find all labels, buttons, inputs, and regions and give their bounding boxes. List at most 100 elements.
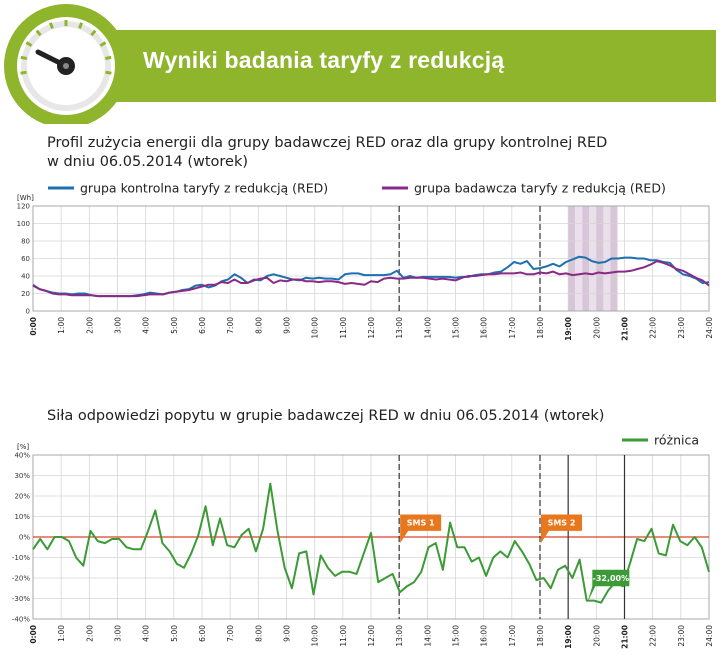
y-tick-label: 0% <box>19 534 30 542</box>
gauge-tick <box>78 22 83 29</box>
x-tick-label: 6:00 <box>198 317 207 334</box>
x-tick-label: 9:00 <box>283 625 292 642</box>
x-tick-label: 18:00 <box>536 317 545 339</box>
plot-frame <box>32 205 710 312</box>
sms-callout-shape <box>541 514 582 543</box>
series-line-1 <box>32 255 710 298</box>
x-tick-label: 13:00 <box>395 625 404 647</box>
chart1-title: Profil zużycia energii dla grupy badawcz… <box>47 135 608 170</box>
sms-callout: SMS 2 <box>541 514 582 543</box>
x-tick-label: 13:00 <box>395 317 404 339</box>
gauge-tick <box>20 55 27 60</box>
x-tick-label: 0:00 <box>29 317 38 336</box>
x-tick-label: 8:00 <box>254 317 263 334</box>
gauge-icon <box>4 4 128 124</box>
x-tick-label: 23:00 <box>677 625 686 647</box>
y-tick-label: 120 <box>17 203 30 211</box>
gauge-tick <box>90 29 97 37</box>
y-axis-label: [Wh] <box>17 194 34 202</box>
x-tick-label: 14:00 <box>423 625 432 647</box>
gauge-tick <box>49 22 54 29</box>
sms-callout: SMS 1 <box>400 514 442 543</box>
x-tick-label: 15:00 <box>452 625 461 647</box>
chart2-title: Siła odpowiedzi popytu w grupie badawcze… <box>47 408 605 424</box>
gauge-tick <box>99 41 107 47</box>
x-tick-label: 6:00 <box>198 625 207 642</box>
legend-label-1: grupa kontrolna taryfy z redukcją (RED) <box>80 181 328 196</box>
x-tick-label: 12:00 <box>367 317 376 339</box>
value-callout-shape <box>587 569 630 603</box>
x-tick-label: 18:00 <box>536 625 545 647</box>
x-tick-label: 14:00 <box>423 317 432 339</box>
y-tick-label: 0 <box>26 308 30 316</box>
x-tick-label: 11:00 <box>339 317 348 339</box>
x-tick-label: 9:00 <box>283 317 292 334</box>
x-tick-label: 4:00 <box>142 625 151 642</box>
x-tick-label: 5:00 <box>170 317 179 334</box>
y-tick-label: -30% <box>12 595 30 603</box>
sms-callout-label: SMS 1 <box>407 519 435 528</box>
sms-callout-label: SMS 2 <box>548 519 576 528</box>
x-tick-label: 21:00 <box>621 625 630 649</box>
y-tick-label: 20% <box>14 493 30 501</box>
x-tick-label: 10:00 <box>311 625 320 647</box>
x-tick-label: 20:00 <box>592 625 601 647</box>
x-tick-label: 17:00 <box>508 625 517 647</box>
gauge-tick <box>20 70 27 75</box>
x-tick-label: 16:00 <box>480 317 489 339</box>
page-title: Wyniki badania taryfy z redukcją <box>143 47 505 73</box>
gauge-tick <box>105 55 112 60</box>
gauge-tick <box>35 29 42 37</box>
x-tick-label: 2:00 <box>85 317 94 334</box>
x-tick-label: 2:00 <box>85 625 94 642</box>
x-tick-label: 22:00 <box>649 317 658 339</box>
header-band <box>108 30 716 102</box>
x-tick-label: 7:00 <box>226 317 235 334</box>
y-tick-label: 60 <box>21 255 30 263</box>
x-tick-label: 3:00 <box>114 625 123 642</box>
x-tick-label: 21:00 <box>621 317 630 341</box>
x-tick-label: 19:00 <box>564 317 573 341</box>
legend-label-2: grupa badawcza taryfy z redukcją (RED) <box>414 181 666 196</box>
x-tick-label: 4:00 <box>142 317 151 334</box>
x-tick-label: 19:00 <box>564 625 573 649</box>
x-tick-label: 24:00 <box>705 625 714 647</box>
x-tick-label: 10:00 <box>311 317 320 339</box>
legend-label-1: różnica <box>654 433 699 448</box>
gauge-tick <box>105 70 112 75</box>
y-tick-label: 100 <box>17 220 30 228</box>
x-tick-label: 22:00 <box>649 625 658 647</box>
x-tick-label: 1:00 <box>57 317 66 334</box>
y-tick-label: 40 <box>21 273 30 281</box>
y-tick-label: -20% <box>12 575 30 583</box>
x-tick-label: 24:00 <box>705 317 714 339</box>
sms-callout-shape <box>400 514 442 543</box>
y-axis-label: [%] <box>17 443 29 451</box>
x-tick-label: 3:00 <box>114 317 123 334</box>
x-tick-label: 12:00 <box>367 625 376 647</box>
x-tick-label: 5:00 <box>170 625 179 642</box>
x-tick-label: 11:00 <box>339 625 348 647</box>
x-tick-label: 8:00 <box>254 625 263 642</box>
y-tick-label: 10% <box>14 513 30 521</box>
y-tick-label: 80 <box>21 238 30 246</box>
x-tick-label: 16:00 <box>480 625 489 647</box>
x-tick-label: 15:00 <box>452 317 461 339</box>
x-tick-label: 23:00 <box>677 317 686 339</box>
y-tick-label: -40% <box>12 616 30 624</box>
x-tick-label: 20:00 <box>592 317 601 339</box>
y-tick-label: -10% <box>12 554 30 562</box>
y-tick-label: 30% <box>14 472 30 480</box>
x-tick-label: 1:00 <box>57 625 66 642</box>
value-callout-label: -32,00% <box>593 574 630 583</box>
x-tick-label: 0:00 <box>29 625 38 644</box>
series-line-1 <box>32 482 710 604</box>
demand-response-chart: różnica -40% -30% -20% -10% 0% 10% 20% 30% 40% 0:0… <box>12 433 714 649</box>
series-line-2 <box>32 260 710 298</box>
y-tick-label: 20 <box>21 290 30 298</box>
energy-profile-chart: grupa kontrolna taryfy z redukcją (RED) g… <box>17 181 714 341</box>
value-callout: -32,00% <box>587 569 630 603</box>
x-tick-label: 7:00 <box>226 625 235 642</box>
gauge-tick <box>25 41 33 47</box>
y-tick-label: 40% <box>14 452 30 460</box>
